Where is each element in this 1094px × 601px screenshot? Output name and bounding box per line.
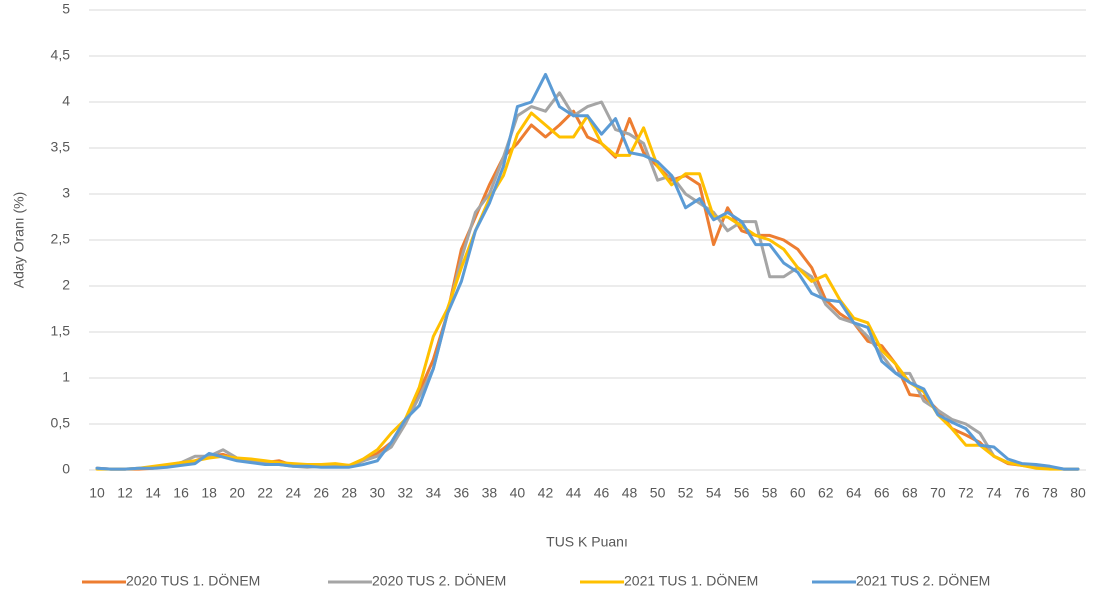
series-line: [95, 91, 1080, 471]
x-tick-label: 72: [958, 485, 974, 501]
x-tick-label: 50: [650, 485, 666, 501]
x-tick-label: 20: [229, 485, 245, 501]
x-tick-label: 32: [398, 485, 414, 501]
x-tick-label: 18: [201, 485, 217, 501]
x-tick-label: 68: [902, 485, 918, 501]
x-tick-label: 74: [986, 485, 1002, 501]
y-tick-label: 5: [62, 1, 70, 17]
y-axis-title: Aday Oranı (%): [11, 192, 27, 288]
x-tick-label: 36: [454, 485, 470, 501]
x-tick-label: 64: [846, 485, 862, 501]
x-tick-label: 26: [313, 485, 329, 501]
y-tick-label: 0,5: [51, 415, 71, 431]
y-tick-label: 4: [62, 93, 70, 109]
y-tick-label: 1: [62, 369, 70, 385]
x-tick-label: 28: [341, 485, 357, 501]
x-tick-label: 56: [734, 485, 750, 501]
x-tick-label: 60: [790, 485, 806, 501]
x-tick-label: 58: [762, 485, 778, 501]
x-tick-label: 48: [622, 485, 638, 501]
x-tick-label: 40: [510, 485, 526, 501]
x-axis-title: TUS K Puanı: [546, 534, 628, 550]
x-tick-label: 38: [482, 485, 498, 501]
x-tick-label: 16: [173, 485, 189, 501]
x-tick-label: 12: [117, 485, 133, 501]
x-tick-label: 54: [706, 485, 722, 501]
x-tick-label: 34: [426, 485, 442, 501]
y-tick-label: 2: [62, 277, 70, 293]
series-line: [95, 111, 1080, 471]
x-tick-label: 80: [1070, 485, 1086, 501]
x-tick-label: 30: [369, 485, 385, 501]
y-tick-label: 4,5: [51, 47, 71, 63]
series-line: [95, 109, 1080, 471]
x-tick-label: 66: [874, 485, 890, 501]
x-tick-label: 76: [1014, 485, 1030, 501]
y-tick-label: 3,5: [51, 139, 71, 155]
legend-label: 2020 TUS 1. DÖNEM: [126, 572, 260, 589]
x-tick-label: 46: [594, 485, 610, 501]
x-tick-label: 62: [818, 485, 834, 501]
y-tick-label: 2,5: [51, 231, 71, 247]
x-tick-label: 70: [930, 485, 946, 501]
legend-label: 2020 TUS 2. DÖNEM: [372, 572, 506, 589]
x-tick-label: 22: [257, 485, 273, 501]
legend-label: 2021 TUS 1. DÖNEM: [624, 572, 758, 589]
y-tick-label: 1,5: [51, 323, 71, 339]
y-tick-label: 3: [62, 185, 70, 201]
x-tick-label: 14: [145, 485, 161, 501]
x-tick-label: 10: [89, 485, 105, 501]
series-line: [95, 72, 1080, 471]
x-tick-label: 42: [538, 485, 554, 501]
x-tick-label: 24: [285, 485, 301, 501]
y-tick-label: 0: [62, 461, 70, 477]
legend-label: 2021 TUS 2. DÖNEM: [856, 572, 990, 589]
x-tick-label: 44: [566, 485, 582, 501]
x-tick-label: 78: [1042, 485, 1058, 501]
x-tick-label: 52: [678, 485, 694, 501]
